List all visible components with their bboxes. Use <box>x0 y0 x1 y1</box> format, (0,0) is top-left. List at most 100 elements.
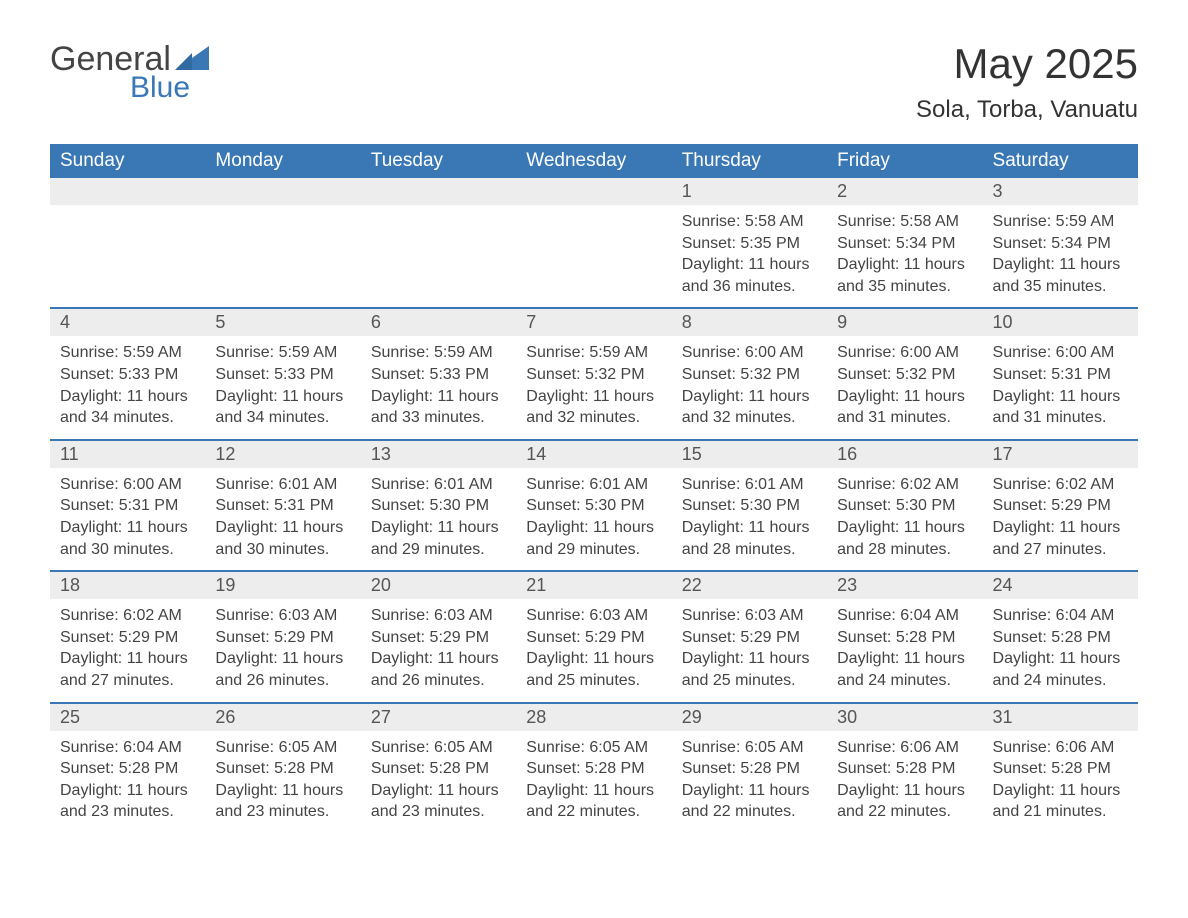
calendar-cell: 21Sunrise: 6:03 AMSunset: 5:29 PMDayligh… <box>516 571 671 702</box>
sunset-line: Sunset: 5:28 PM <box>371 758 506 780</box>
sunrise-line: Sunrise: 6:02 AM <box>837 474 972 496</box>
sunset-line: Sunset: 5:28 PM <box>60 758 195 780</box>
sunset-line: Sunset: 5:28 PM <box>837 758 972 780</box>
sunset-line: Sunset: 5:29 PM <box>526 627 661 649</box>
day-number: 22 <box>672 572 827 599</box>
calendar-cell: 5Sunrise: 5:59 AMSunset: 5:33 PMDaylight… <box>205 308 360 439</box>
daylight-line: Daylight: 11 hours and 34 minutes. <box>215 386 350 429</box>
day-number-empty <box>50 178 205 205</box>
sunset-line: Sunset: 5:30 PM <box>526 495 661 517</box>
calendar-cell: 4Sunrise: 5:59 AMSunset: 5:33 PMDaylight… <box>50 308 205 439</box>
calendar-row: 18Sunrise: 6:02 AMSunset: 5:29 PMDayligh… <box>50 571 1138 702</box>
daylight-line: Daylight: 11 hours and 28 minutes. <box>682 517 817 560</box>
sunrise-line: Sunrise: 5:58 AM <box>682 211 817 233</box>
daylight-line: Daylight: 11 hours and 34 minutes. <box>60 386 195 429</box>
calendar-cell: 29Sunrise: 6:05 AMSunset: 5:28 PMDayligh… <box>672 703 827 833</box>
day-data: Sunrise: 5:59 AMSunset: 5:32 PMDaylight:… <box>516 336 671 438</box>
month-title: May 2025 <box>916 40 1138 88</box>
calendar-cell <box>361 178 516 308</box>
sunset-line: Sunset: 5:32 PM <box>837 364 972 386</box>
daylight-line: Daylight: 11 hours and 28 minutes. <box>837 517 972 560</box>
calendar-cell: 20Sunrise: 6:03 AMSunset: 5:29 PMDayligh… <box>361 571 516 702</box>
sunrise-line: Sunrise: 6:05 AM <box>371 737 506 759</box>
day-number: 11 <box>50 441 205 468</box>
day-number: 23 <box>827 572 982 599</box>
calendar-cell: 15Sunrise: 6:01 AMSunset: 5:30 PMDayligh… <box>672 440 827 571</box>
day-number-empty <box>361 178 516 205</box>
day-number: 31 <box>983 704 1138 731</box>
sunrise-line: Sunrise: 6:06 AM <box>837 737 972 759</box>
sunset-line: Sunset: 5:33 PM <box>371 364 506 386</box>
sunset-line: Sunset: 5:31 PM <box>60 495 195 517</box>
sunset-line: Sunset: 5:31 PM <box>215 495 350 517</box>
sunset-line: Sunset: 5:32 PM <box>526 364 661 386</box>
day-number: 2 <box>827 178 982 205</box>
daylight-line: Daylight: 11 hours and 26 minutes. <box>215 648 350 691</box>
calendar-cell: 25Sunrise: 6:04 AMSunset: 5:28 PMDayligh… <box>50 703 205 833</box>
daylight-line: Daylight: 11 hours and 23 minutes. <box>215 780 350 823</box>
day-data: Sunrise: 5:59 AMSunset: 5:34 PMDaylight:… <box>983 205 1138 307</box>
day-number: 7 <box>516 309 671 336</box>
day-data: Sunrise: 6:04 AMSunset: 5:28 PMDaylight:… <box>983 599 1138 701</box>
daylight-line: Daylight: 11 hours and 32 minutes. <box>682 386 817 429</box>
calendar-cell: 6Sunrise: 5:59 AMSunset: 5:33 PMDaylight… <box>361 308 516 439</box>
day-data: Sunrise: 6:04 AMSunset: 5:28 PMDaylight:… <box>50 731 205 833</box>
sunset-line: Sunset: 5:30 PM <box>371 495 506 517</box>
sunrise-line: Sunrise: 5:59 AM <box>526 342 661 364</box>
daylight-line: Daylight: 11 hours and 22 minutes. <box>682 780 817 823</box>
sunset-line: Sunset: 5:32 PM <box>682 364 817 386</box>
calendar-cell <box>50 178 205 308</box>
daylight-line: Daylight: 11 hours and 23 minutes. <box>60 780 195 823</box>
daylight-line: Daylight: 11 hours and 22 minutes. <box>526 780 661 823</box>
calendar-body: 1Sunrise: 5:58 AMSunset: 5:35 PMDaylight… <box>50 178 1138 833</box>
daylight-line: Daylight: 11 hours and 24 minutes. <box>837 648 972 691</box>
logo: General Blue <box>50 40 209 105</box>
daylight-line: Daylight: 11 hours and 29 minutes. <box>526 517 661 560</box>
sunrise-line: Sunrise: 6:01 AM <box>526 474 661 496</box>
weekday-header: Saturday <box>983 144 1138 178</box>
day-number-empty <box>516 178 671 205</box>
calendar-cell: 27Sunrise: 6:05 AMSunset: 5:28 PMDayligh… <box>361 703 516 833</box>
sunrise-line: Sunrise: 6:05 AM <box>682 737 817 759</box>
day-number: 21 <box>516 572 671 599</box>
day-number-empty <box>205 178 360 205</box>
sunrise-line: Sunrise: 6:00 AM <box>837 342 972 364</box>
day-number: 8 <box>672 309 827 336</box>
daylight-line: Daylight: 11 hours and 25 minutes. <box>682 648 817 691</box>
day-data: Sunrise: 6:00 AMSunset: 5:31 PMDaylight:… <box>50 468 205 570</box>
day-data: Sunrise: 6:00 AMSunset: 5:32 PMDaylight:… <box>827 336 982 438</box>
weekday-header: Tuesday <box>361 144 516 178</box>
daylight-line: Daylight: 11 hours and 32 minutes. <box>526 386 661 429</box>
calendar-cell: 12Sunrise: 6:01 AMSunset: 5:31 PMDayligh… <box>205 440 360 571</box>
day-data: Sunrise: 6:01 AMSunset: 5:30 PMDaylight:… <box>672 468 827 570</box>
day-number: 30 <box>827 704 982 731</box>
sunrise-line: Sunrise: 6:03 AM <box>526 605 661 627</box>
day-data: Sunrise: 6:06 AMSunset: 5:28 PMDaylight:… <box>827 731 982 833</box>
sunrise-line: Sunrise: 6:04 AM <box>837 605 972 627</box>
sunrise-line: Sunrise: 6:02 AM <box>60 605 195 627</box>
day-data: Sunrise: 6:03 AMSunset: 5:29 PMDaylight:… <box>516 599 671 701</box>
calendar-cell: 13Sunrise: 6:01 AMSunset: 5:30 PMDayligh… <box>361 440 516 571</box>
sunrise-line: Sunrise: 5:58 AM <box>837 211 972 233</box>
daylight-line: Daylight: 11 hours and 36 minutes. <box>682 254 817 297</box>
day-number: 13 <box>361 441 516 468</box>
day-number: 6 <box>361 309 516 336</box>
calendar-cell <box>205 178 360 308</box>
sunset-line: Sunset: 5:28 PM <box>837 627 972 649</box>
sunrise-line: Sunrise: 6:05 AM <box>215 737 350 759</box>
daylight-line: Daylight: 11 hours and 22 minutes. <box>837 780 972 823</box>
day-data: Sunrise: 6:05 AMSunset: 5:28 PMDaylight:… <box>516 731 671 833</box>
day-number: 28 <box>516 704 671 731</box>
sunset-line: Sunset: 5:30 PM <box>837 495 972 517</box>
weekday-header-row: SundayMondayTuesdayWednesdayThursdayFrid… <box>50 144 1138 178</box>
daylight-line: Daylight: 11 hours and 33 minutes. <box>371 386 506 429</box>
daylight-line: Daylight: 11 hours and 29 minutes. <box>371 517 506 560</box>
sunset-line: Sunset: 5:35 PM <box>682 233 817 255</box>
day-data: Sunrise: 6:01 AMSunset: 5:30 PMDaylight:… <box>516 468 671 570</box>
daylight-line: Daylight: 11 hours and 23 minutes. <box>371 780 506 823</box>
day-data: Sunrise: 5:58 AMSunset: 5:34 PMDaylight:… <box>827 205 982 307</box>
calendar-cell: 14Sunrise: 6:01 AMSunset: 5:30 PMDayligh… <box>516 440 671 571</box>
sunset-line: Sunset: 5:30 PM <box>682 495 817 517</box>
day-data: Sunrise: 6:03 AMSunset: 5:29 PMDaylight:… <box>205 599 360 701</box>
calendar-row: 25Sunrise: 6:04 AMSunset: 5:28 PMDayligh… <box>50 703 1138 833</box>
